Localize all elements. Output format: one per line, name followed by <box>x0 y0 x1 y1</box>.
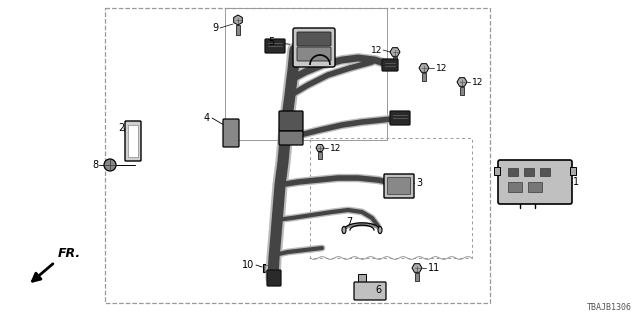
Bar <box>264 265 272 271</box>
FancyBboxPatch shape <box>125 121 141 161</box>
Bar <box>570 167 576 175</box>
Bar <box>508 182 522 192</box>
Bar <box>318 152 322 159</box>
Ellipse shape <box>378 227 382 234</box>
Bar <box>528 182 542 192</box>
FancyBboxPatch shape <box>498 160 572 204</box>
Polygon shape <box>457 78 467 86</box>
Polygon shape <box>234 15 243 25</box>
Text: 12: 12 <box>371 45 382 54</box>
Text: 4: 4 <box>204 113 210 123</box>
Text: 2: 2 <box>118 123 124 133</box>
Text: 5: 5 <box>268 37 275 47</box>
Bar <box>105 8 490 303</box>
Ellipse shape <box>342 227 346 234</box>
FancyBboxPatch shape <box>279 111 303 131</box>
Text: 8: 8 <box>92 160 98 170</box>
Text: 10: 10 <box>242 260 254 270</box>
Bar <box>236 25 240 35</box>
FancyBboxPatch shape <box>297 32 331 46</box>
Bar <box>508 168 518 176</box>
Bar <box>225 8 387 140</box>
Text: 3: 3 <box>416 178 422 188</box>
Text: 12: 12 <box>330 143 341 153</box>
FancyBboxPatch shape <box>390 111 410 125</box>
Text: FR.: FR. <box>58 247 81 260</box>
Text: 9: 9 <box>212 23 218 33</box>
Bar <box>460 87 464 95</box>
Bar <box>415 273 419 281</box>
Bar <box>524 168 534 176</box>
Text: 11: 11 <box>428 263 440 273</box>
Bar <box>128 125 138 157</box>
Bar <box>540 168 550 176</box>
Bar <box>422 73 426 81</box>
Polygon shape <box>316 145 324 151</box>
Text: 1: 1 <box>573 177 579 187</box>
Text: TBAJB1306: TBAJB1306 <box>587 303 632 312</box>
Text: 6: 6 <box>375 285 381 295</box>
Text: 7: 7 <box>346 217 352 227</box>
FancyBboxPatch shape <box>387 178 410 195</box>
FancyBboxPatch shape <box>265 39 285 53</box>
Bar <box>310 138 472 258</box>
Circle shape <box>104 159 116 171</box>
FancyBboxPatch shape <box>223 119 239 147</box>
FancyBboxPatch shape <box>297 47 331 61</box>
Polygon shape <box>390 48 400 56</box>
FancyBboxPatch shape <box>382 59 398 71</box>
FancyBboxPatch shape <box>384 174 414 198</box>
Bar <box>263 264 273 272</box>
Text: 12: 12 <box>472 77 483 86</box>
FancyBboxPatch shape <box>279 131 303 145</box>
Polygon shape <box>419 64 429 72</box>
FancyBboxPatch shape <box>354 282 386 300</box>
FancyBboxPatch shape <box>293 28 335 67</box>
Bar <box>393 57 397 65</box>
Bar <box>494 167 500 175</box>
Polygon shape <box>412 264 422 272</box>
FancyBboxPatch shape <box>267 270 281 286</box>
Bar <box>358 274 366 286</box>
Text: 12: 12 <box>436 63 447 73</box>
